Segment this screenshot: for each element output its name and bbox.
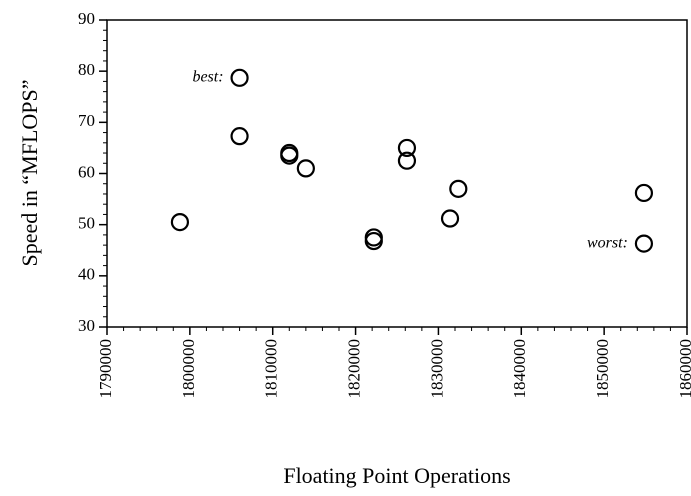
- y-tick-label: 50: [78, 214, 95, 233]
- y-tick-label: 40: [78, 265, 95, 284]
- y-tick-label: 70: [78, 111, 95, 130]
- x-tick-label: 1810000: [262, 339, 281, 399]
- x-tick-label: 1840000: [510, 339, 529, 399]
- x-tick-label: 1790000: [96, 339, 115, 399]
- y-tick-label: 30: [78, 316, 95, 335]
- x-tick-label: 1800000: [179, 339, 198, 399]
- x-axis-label: Floating Point Operations: [283, 463, 510, 488]
- point: [364, 228, 383, 247]
- y-tick-label: 60: [78, 162, 95, 181]
- x-tick-label: 1850000: [593, 339, 612, 399]
- x-tick-label: 1820000: [344, 339, 363, 399]
- point: [280, 146, 299, 165]
- annotation: worst:: [587, 234, 628, 251]
- point: [230, 68, 249, 87]
- point: [364, 231, 383, 251]
- annotation: best:: [192, 68, 223, 85]
- point: [397, 151, 417, 170]
- y-tick-label: 80: [78, 60, 95, 79]
- point: [634, 183, 654, 203]
- y-tick-label: 90: [78, 9, 95, 28]
- x-tick-label: 1830000: [427, 339, 446, 399]
- point: [230, 127, 249, 146]
- x-tick-label: 1860000: [676, 339, 691, 399]
- point: [440, 209, 460, 228]
- point: [634, 234, 654, 253]
- point: [449, 179, 468, 198]
- y-axis-label: Speed in “MFLOPS”: [17, 80, 42, 267]
- point: [397, 138, 417, 158]
- point: [170, 213, 190, 232]
- plot-frame: [106, 19, 688, 328]
- point: [296, 159, 315, 178]
